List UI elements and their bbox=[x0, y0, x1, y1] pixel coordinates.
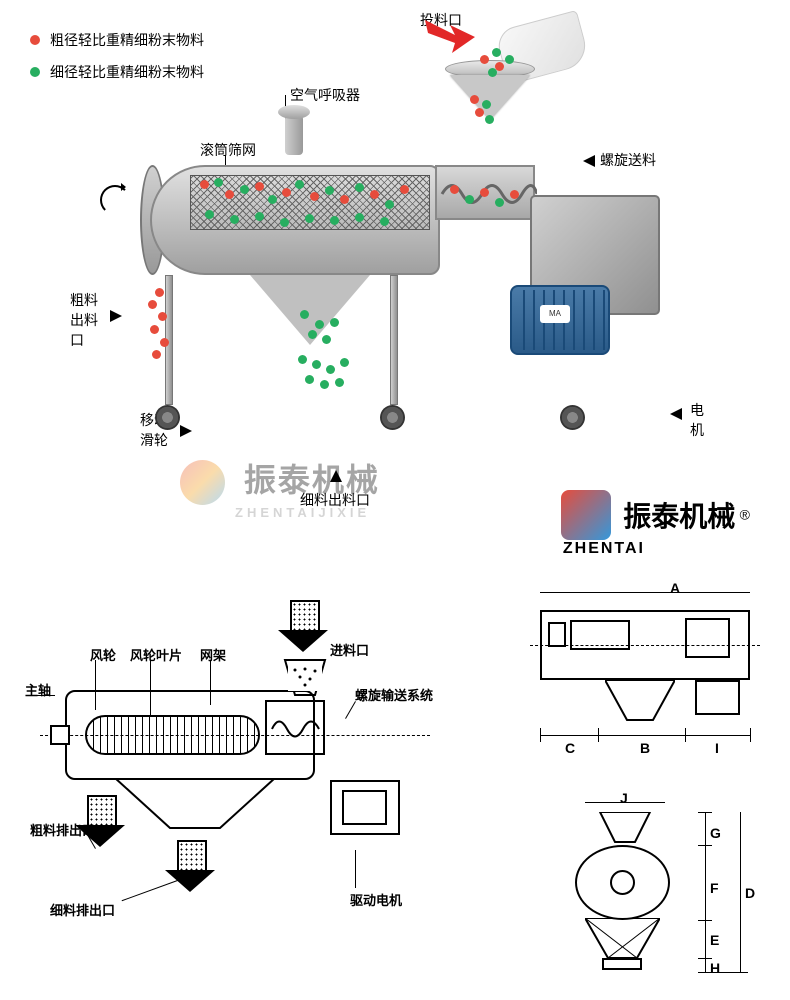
sch-blade: 风轮叶片 bbox=[130, 645, 182, 664]
leader bbox=[35, 695, 55, 696]
arrow-icon bbox=[110, 310, 122, 322]
dim-A: A bbox=[670, 580, 680, 596]
legend-coarse-label: 粗径轻比重精细粉末物料 bbox=[50, 30, 204, 50]
dim-htick bbox=[698, 845, 712, 846]
product-diagram: 粗径轻比重精细粉末物料 细径轻比重精细粉末物料 投料口 空气呼吸器 滚筒筛网 螺… bbox=[0, 0, 790, 540]
dim-tick bbox=[685, 728, 686, 742]
sch-screw-system: 螺旋输送系统 bbox=[355, 685, 433, 704]
dim-C: C bbox=[565, 740, 575, 756]
funnel-body bbox=[450, 75, 530, 120]
sch-centerline bbox=[40, 735, 430, 736]
frame-leg bbox=[390, 275, 398, 405]
air-breather-cap bbox=[278, 105, 310, 119]
callout-motor: 电 机 bbox=[690, 400, 704, 440]
dim-side-shaft bbox=[610, 870, 635, 895]
dim-htick bbox=[698, 812, 712, 813]
schematic-diagram: 主轴 风轮 风轮叶片 网架 进料口 螺旋输送系统 粗料排出口 细料排出口 驱动电… bbox=[20, 600, 440, 940]
sch-mesh-frame: 网架 bbox=[200, 645, 226, 664]
dim-side-base bbox=[602, 958, 642, 970]
dimension-drawings: A C B I J G F E H D bbox=[510, 580, 770, 980]
dim-top-funnel bbox=[605, 680, 675, 730]
dim-htick bbox=[698, 920, 712, 921]
watermark-text: 振泰机械 bbox=[244, 462, 380, 498]
dim-vline bbox=[740, 812, 741, 972]
dim-tick bbox=[598, 728, 599, 742]
sch-shaft-end bbox=[50, 725, 70, 745]
dim-B: B bbox=[640, 740, 650, 756]
rotation-arrow-icon bbox=[100, 185, 130, 215]
legend: 粗径轻比重精细粉末物料 细径轻比重精细粉末物料 bbox=[30, 30, 204, 94]
dim-G: G bbox=[710, 825, 721, 841]
motor-badge: MA bbox=[540, 305, 570, 323]
leader bbox=[95, 660, 96, 710]
dim-H: H bbox=[710, 960, 720, 976]
sch-drive-motor: 驱动电机 bbox=[350, 890, 402, 909]
sch-inlet-funnel bbox=[280, 655, 330, 710]
red-arrow-icon bbox=[420, 15, 480, 65]
dim-D: D bbox=[745, 885, 755, 901]
dim-top-motor bbox=[695, 680, 740, 715]
dim-E: E bbox=[710, 932, 719, 948]
callout-coarse-outlet: 粗料 出料 口 bbox=[70, 290, 98, 350]
dim-line bbox=[540, 735, 750, 736]
dim-line bbox=[585, 802, 665, 803]
dim-line bbox=[540, 592, 750, 593]
sch-inlet: 进料口 bbox=[330, 640, 369, 659]
legend-fine: 细径轻比重精细粉末物料 bbox=[30, 62, 204, 82]
dim-top-inner2 bbox=[685, 618, 730, 658]
dim-tick bbox=[750, 728, 751, 742]
watermark-pinyin: ZHENTAIJIXIE bbox=[235, 505, 380, 520]
dim-vline bbox=[705, 812, 706, 972]
dim-J: J bbox=[620, 790, 628, 806]
machine-body: MA bbox=[130, 145, 690, 465]
caster-wheel bbox=[155, 405, 180, 430]
sch-fine-discharge: 细料排出口 bbox=[50, 900, 115, 919]
sch-main-shaft: 主轴 bbox=[25, 680, 51, 699]
leader bbox=[210, 660, 211, 705]
leader bbox=[355, 850, 356, 888]
legend-fine-label: 细径轻比重精细粉末物料 bbox=[50, 62, 204, 82]
dim-tick bbox=[540, 728, 541, 742]
dim-htick bbox=[698, 958, 712, 959]
sch-motor-small bbox=[342, 790, 387, 825]
sch-wind-wheel: 风轮 bbox=[90, 645, 116, 664]
dim-top-end bbox=[548, 622, 566, 647]
dim-I: I bbox=[715, 740, 719, 756]
watermark-logo-icon bbox=[180, 460, 225, 505]
dim-htick bbox=[698, 972, 748, 973]
green-dot-icon bbox=[30, 67, 40, 77]
callout-air-breather: 空气呼吸器 bbox=[290, 85, 360, 105]
brand-name: 振泰机械 bbox=[623, 501, 735, 532]
watermark: 振泰机械 ZHENTAIJIXIE bbox=[180, 455, 380, 520]
brand-block: 振泰机械 ® bbox=[561, 490, 750, 540]
air-breather bbox=[285, 115, 303, 155]
dim-F: F bbox=[710, 880, 719, 896]
arrow-down-icon bbox=[278, 600, 328, 655]
brand-english: ZHENTAI bbox=[563, 540, 645, 558]
caster-wheel bbox=[380, 405, 405, 430]
dim-centerline bbox=[530, 645, 760, 646]
caster-wheel bbox=[560, 405, 585, 430]
brand-logo-icon bbox=[561, 490, 611, 540]
registered-mark: ® bbox=[740, 507, 750, 523]
arrow-down-icon bbox=[165, 840, 215, 895]
sch-bottom-hopper bbox=[115, 778, 275, 843]
legend-coarse: 粗径轻比重精细粉末物料 bbox=[30, 30, 204, 50]
leader bbox=[150, 660, 151, 715]
red-dot-icon bbox=[30, 35, 40, 45]
leader bbox=[345, 701, 356, 719]
arrow-down-icon bbox=[75, 795, 125, 850]
